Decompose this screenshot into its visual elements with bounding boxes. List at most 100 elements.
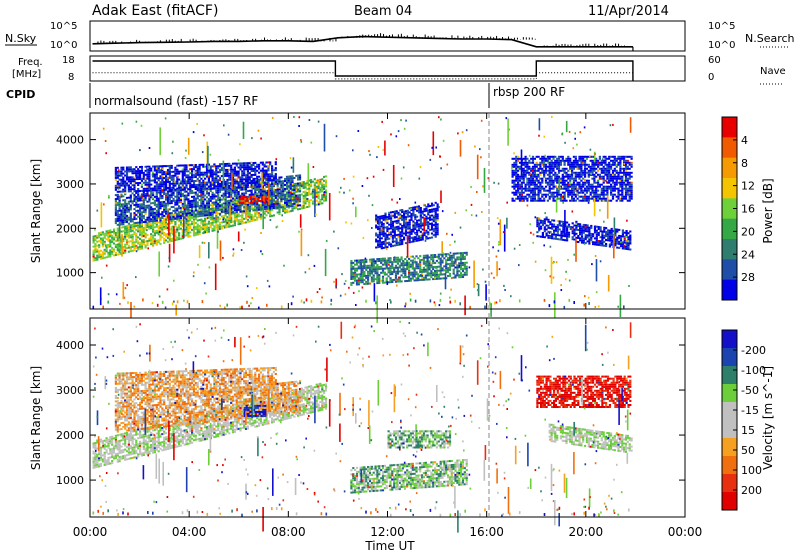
scatter-cell <box>228 193 231 196</box>
scatter-cell <box>163 241 166 244</box>
scatter-cell <box>131 227 134 230</box>
scatter-cell <box>124 170 127 173</box>
scatter-cell <box>114 194 117 197</box>
scatter-cell <box>399 243 402 246</box>
scatter-cell <box>319 186 322 189</box>
scatter-cell <box>217 218 220 221</box>
scatter-cell <box>137 215 140 218</box>
scatter-cell <box>205 183 209 186</box>
scatter-cell <box>274 167 277 170</box>
scatter-cell <box>306 194 309 196</box>
scatter-cell <box>129 240 132 243</box>
scatter-cell <box>189 227 192 230</box>
scatter-cell <box>517 183 520 186</box>
scatter-cell <box>579 231 582 234</box>
scatter-cell <box>133 241 136 244</box>
scatter-cell <box>588 234 591 237</box>
scatter-cell <box>419 236 422 239</box>
scatter-cell <box>289 179 292 182</box>
scatter-cell <box>101 233 104 236</box>
scatter-cell <box>370 266 373 269</box>
scatter-cell <box>560 230 563 233</box>
scatter-cell <box>352 273 355 276</box>
scatter-cell <box>254 171 257 174</box>
scatter-cell <box>513 183 516 186</box>
scatter-cell <box>187 198 190 201</box>
scatter-cell <box>168 180 171 183</box>
scatter-cell <box>515 173 518 176</box>
scatter-cell <box>217 183 220 186</box>
scatter-cell <box>425 205 428 208</box>
scatter-cell <box>410 216 413 219</box>
scatter-cell <box>205 227 209 230</box>
scatter-cell <box>159 197 162 200</box>
scatter-cell <box>218 171 222 174</box>
scatter-cell <box>163 219 166 222</box>
scatter-cell <box>263 192 266 195</box>
scatter-cell <box>241 212 244 215</box>
scatter-cell <box>562 222 565 225</box>
scatter-cell <box>259 188 262 191</box>
scatter-cell <box>434 227 437 230</box>
scatter-cell <box>375 238 378 241</box>
scatter-cell <box>513 193 516 196</box>
scatter-cell <box>176 182 179 185</box>
scatter-cell <box>174 235 177 238</box>
scatter-cell <box>404 226 408 229</box>
scatter-cell <box>250 206 253 208</box>
scatter-cell <box>274 189 277 191</box>
scatter-cell <box>118 205 121 208</box>
noise-panel: N.Sky 10^5 10^0 10^5 10^0 N.Search <box>5 20 795 52</box>
scatter-cell <box>211 181 214 184</box>
scatter-cell <box>194 174 197 176</box>
scatter-cell <box>367 274 370 277</box>
scatter-cell <box>385 263 388 266</box>
scatter-cell <box>545 228 548 231</box>
scatter-cell <box>300 205 303 208</box>
scatter-cell <box>116 184 119 187</box>
scatter-cell <box>278 203 281 205</box>
scatter-cell <box>183 234 186 237</box>
scatter-cell <box>161 185 164 188</box>
scatter-cell <box>125 170 129 173</box>
scatter-cell <box>163 204 166 207</box>
scatter-cell <box>226 188 229 191</box>
scatter-cell <box>161 171 164 174</box>
scatter-cell <box>92 245 95 248</box>
scatter-cell <box>397 229 400 232</box>
scatter-cell <box>131 225 134 228</box>
scatter-cell <box>590 224 593 227</box>
scatter-cell <box>109 241 112 244</box>
scatter-cell <box>211 221 214 224</box>
scatter-cell <box>202 165 205 168</box>
scatter-cell <box>198 229 201 231</box>
scatter-cell <box>122 203 125 206</box>
scatter-cell <box>127 184 130 187</box>
scatter-cell <box>319 202 322 205</box>
scatter-cell <box>170 194 173 197</box>
scatter-cell <box>274 181 277 184</box>
scatter-cell <box>125 216 129 219</box>
scatter-cell <box>192 232 196 235</box>
scatter-cell <box>243 164 246 167</box>
scatter-cell <box>114 204 117 207</box>
scatter-cell <box>103 232 106 235</box>
scatter-cell <box>116 203 119 206</box>
scatter-cell <box>163 208 166 211</box>
scatter-cell <box>610 237 613 240</box>
scatter-cell <box>274 183 277 186</box>
scatter-cell <box>458 266 461 269</box>
scatter-cell <box>170 240 173 242</box>
scatter-cell <box>408 215 411 218</box>
scatter-cell <box>441 255 444 258</box>
scatter-cell <box>137 211 140 214</box>
scatter-cell <box>378 231 381 234</box>
scatter-cell <box>228 176 231 179</box>
scatter-cell <box>599 228 602 231</box>
scatter-cell <box>165 185 168 187</box>
scatter-cell <box>207 220 210 223</box>
scatter-cell <box>278 206 281 209</box>
scatter-cell <box>526 171 529 174</box>
scatter-cell <box>213 163 216 166</box>
scatter-cell <box>614 240 617 243</box>
